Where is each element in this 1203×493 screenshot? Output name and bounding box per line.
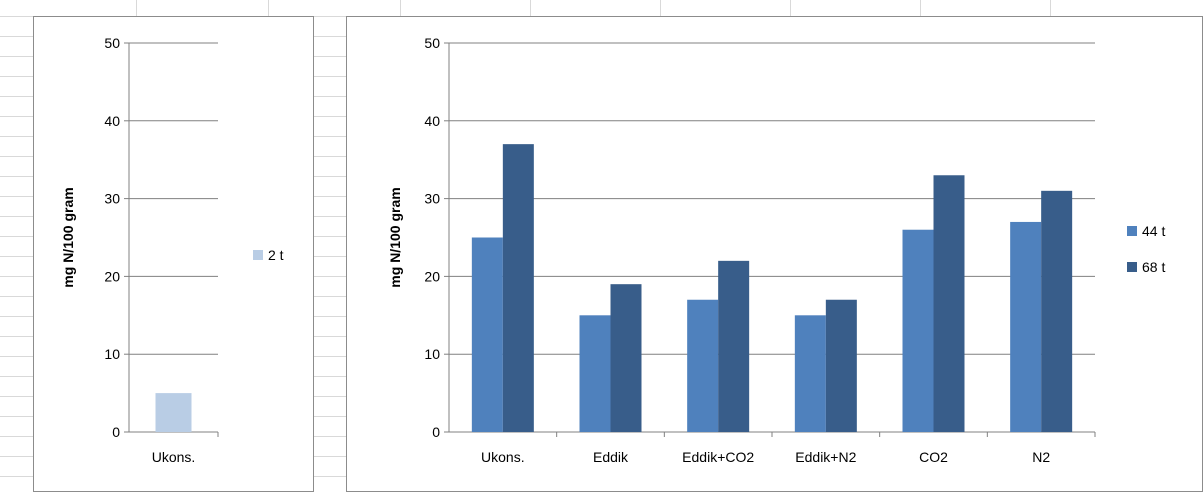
y-tick-label: 40 [424, 113, 440, 129]
legend-swatch [253, 250, 263, 260]
y-tick-label: 0 [432, 424, 440, 440]
y-tick-label: 30 [424, 191, 440, 207]
bar-68t-1 [502, 144, 534, 432]
bar-68t-2 [610, 284, 642, 432]
legend-label: 2 t [268, 247, 284, 263]
legend-swatch [1127, 262, 1137, 272]
y-tick-label: 40 [104, 113, 120, 129]
treatments-chart: 0 10 20 30 40 50 mg N/100 gram Ukons. Eddik Eddik… [387, 35, 1165, 465]
bar-68t-4 [825, 299, 857, 432]
bar-68t-5 [933, 175, 965, 432]
y-tick-label: 20 [104, 268, 120, 284]
legend-swatch [1127, 226, 1137, 236]
bar-68t-6 [1041, 190, 1073, 432]
y-axis-title: mg N/100 gram [60, 187, 76, 287]
y-tick-label: 50 [104, 35, 120, 51]
x-tick-label: Ukons. [481, 449, 525, 465]
x-tick-label: N2 [1032, 449, 1050, 465]
legend-label: 68 t [1142, 259, 1165, 275]
bar-44t-4 [794, 315, 826, 432]
chart-panel-treatments[interactable]: 0 10 20 30 40 50 mg N/100 gram Ukons. Eddik Eddik… [346, 16, 1203, 492]
x-tick-label: Eddik+CO2 [682, 449, 754, 465]
bar-44t-5 [902, 229, 934, 432]
bar-44t-2 [579, 315, 611, 432]
x-tick-label: Eddik [593, 449, 629, 465]
x-tick-label: Eddik+N2 [795, 449, 856, 465]
y-tick-label: 20 [424, 268, 440, 284]
y-axis-title: mg N/100 gram [387, 187, 403, 287]
chart-panel-baseline[interactable]: 0 10 20 30 40 50 mg N/100 gram Ukons. 2 t [33, 16, 314, 492]
y-tick-label: 30 [104, 191, 120, 207]
y-tick-label: 10 [104, 346, 120, 362]
x-tick-label: CO2 [919, 449, 948, 465]
legend-label: 44 t [1142, 223, 1165, 239]
x-tick-label: Ukons. [152, 449, 196, 465]
y-tick-label: 50 [424, 35, 440, 51]
y-tick-label: 10 [424, 346, 440, 362]
bar-44t-6 [1010, 221, 1042, 432]
baseline-chart: 0 10 20 30 40 50 mg N/100 gram Ukons. 2 t [60, 35, 284, 465]
bar-44t-1 [471, 237, 503, 432]
bar-44t-3 [687, 299, 719, 432]
y-tick-label: 0 [112, 424, 120, 440]
bar-68t-3 [718, 260, 750, 432]
bar-2t-1 [155, 393, 192, 432]
